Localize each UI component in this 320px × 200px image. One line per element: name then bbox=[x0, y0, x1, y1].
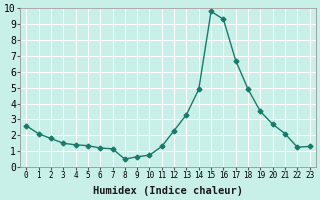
X-axis label: Humidex (Indice chaleur): Humidex (Indice chaleur) bbox=[93, 186, 243, 196]
